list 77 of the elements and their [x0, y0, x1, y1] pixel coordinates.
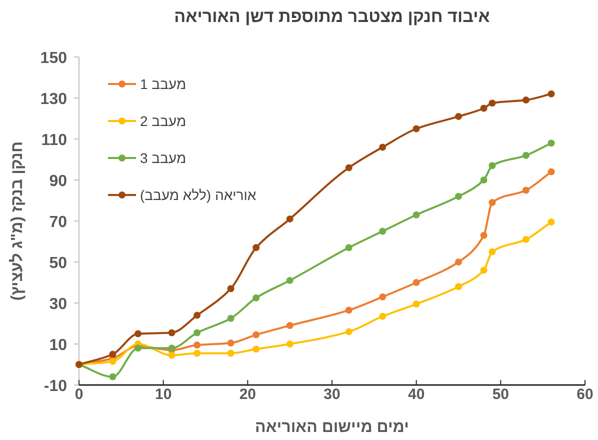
point [227, 350, 234, 357]
point [488, 248, 496, 256]
point [412, 125, 420, 132]
point [286, 276, 294, 284]
point [109, 373, 116, 380]
point [286, 322, 294, 330]
point [379, 293, 386, 300]
point [252, 346, 260, 353]
point [522, 96, 530, 104]
point [168, 352, 176, 359]
y-tick-label: 50 [49, 255, 68, 272]
point [227, 314, 234, 322]
point [455, 283, 462, 290]
point [286, 340, 294, 348]
point [168, 329, 176, 336]
point [412, 211, 420, 218]
point [109, 358, 116, 365]
point [480, 266, 488, 274]
point [345, 244, 352, 252]
point [488, 100, 496, 107]
point [379, 228, 386, 235]
point [548, 168, 555, 176]
legend-label: אוריאה (ללא מעבב) [140, 187, 256, 203]
point [194, 329, 201, 336]
y-tick-label: 90 [49, 173, 68, 190]
point [548, 90, 555, 98]
point [134, 330, 142, 338]
x-axis-title: ימים מיישום האוריאה [255, 419, 409, 436]
point [455, 112, 462, 120]
point [227, 285, 234, 292]
point [345, 164, 352, 172]
x-tick-label: 40 [408, 386, 425, 403]
point [522, 236, 530, 243]
x-tick-label: 30 [324, 386, 340, 403]
y-tick-label: 70 [49, 214, 68, 231]
point [522, 186, 530, 194]
point [480, 104, 488, 112]
y-tick-label: 130 [40, 91, 68, 108]
x-tick-label: 20 [239, 386, 256, 403]
legend-label: מעבב 1 [140, 76, 186, 92]
point [412, 279, 420, 286]
point [522, 152, 530, 159]
point [548, 218, 555, 226]
x-tick-label: 60 [576, 386, 594, 403]
x-tick-label: 10 [154, 386, 172, 403]
y-tick-label: 30 [49, 296, 68, 313]
point [548, 140, 555, 147]
point [109, 350, 116, 358]
point [488, 162, 496, 170]
point [379, 144, 386, 151]
chart-title: איבוד חנקן מצטבר מתוספת דשן האוריאה [174, 7, 490, 26]
y-tick-label: 110 [41, 132, 68, 149]
y-tick-label: -10 [44, 378, 68, 395]
point [412, 300, 420, 308]
x-tick-label: 0 [74, 386, 84, 403]
point [194, 312, 201, 319]
legend-label: מעבב 2 [140, 113, 186, 129]
point [455, 258, 462, 266]
y-tick-label: 150 [40, 50, 68, 67]
legend-label: מעבב 3 [140, 150, 186, 166]
point [194, 342, 201, 349]
point [480, 232, 488, 239]
y-tick-label: 10 [49, 337, 68, 354]
point [227, 339, 234, 346]
y-axis-title: חנקן בנקז (מ"ג לעציץ) [8, 141, 26, 301]
point [252, 331, 260, 338]
point [480, 176, 488, 184]
point [455, 192, 462, 200]
point [252, 294, 260, 302]
point [379, 312, 386, 320]
point [286, 215, 294, 222]
point [345, 328, 352, 336]
point [252, 244, 260, 252]
point [194, 350, 201, 357]
point [488, 199, 496, 206]
point [345, 306, 352, 314]
x-tick-label: 50 [492, 386, 510, 403]
